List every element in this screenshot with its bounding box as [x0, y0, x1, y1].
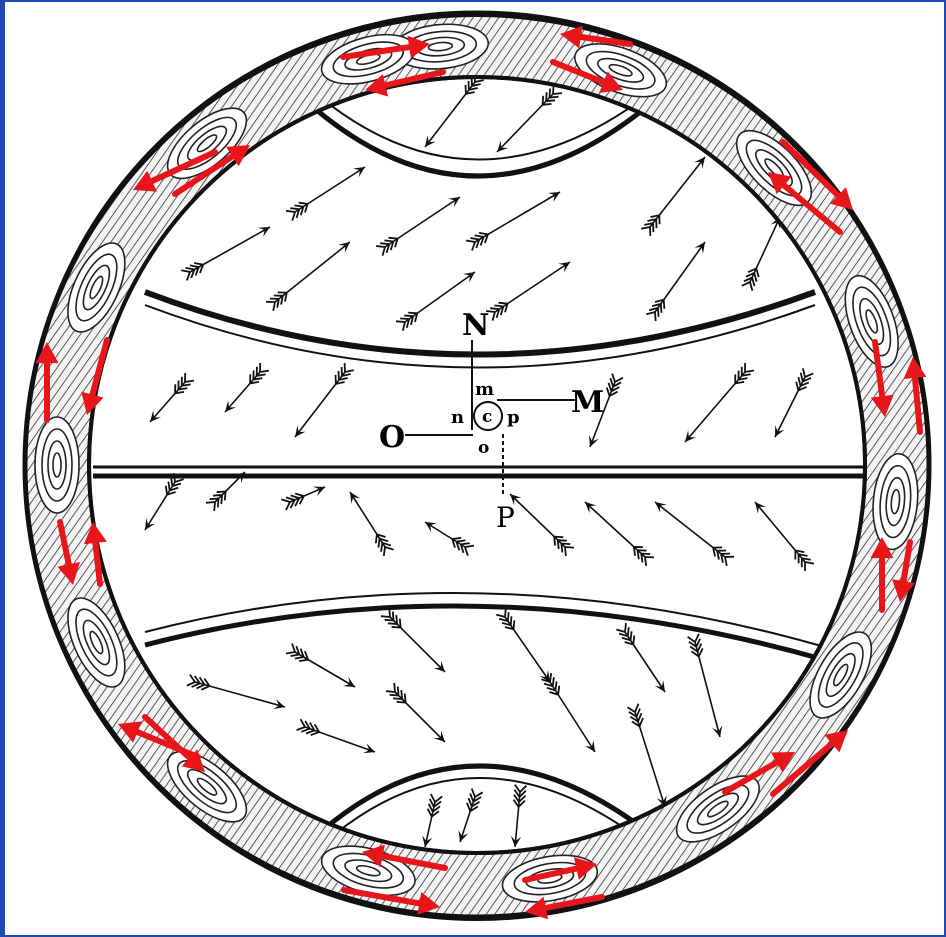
bottom-cap-band	[323, 766, 645, 830]
wind-arrow	[297, 719, 375, 753]
wind-arrow	[422, 794, 442, 847]
label-O: O	[379, 420, 405, 455]
wind-arrow	[616, 623, 665, 692]
wind-arrow	[225, 363, 269, 412]
wind-arrow	[510, 494, 574, 556]
wind-arrow	[585, 502, 654, 566]
wind-arrow	[386, 683, 445, 742]
wind-arrow	[459, 789, 483, 842]
wind-arrow	[425, 522, 474, 556]
wind-arrow	[381, 608, 445, 672]
wind-arrow	[742, 217, 780, 291]
wind-arrow	[187, 675, 285, 710]
convection-cell	[35, 417, 79, 513]
wind-arrow	[150, 373, 194, 422]
wind-arrow	[497, 85, 562, 152]
wind-arrow	[286, 644, 355, 688]
wind-arrow	[755, 502, 814, 571]
wind-arrow	[286, 167, 365, 221]
wind-arrow	[376, 197, 460, 256]
top-cap-band	[305, 100, 655, 176]
wind-arrow	[295, 363, 354, 437]
wind-arrows	[145, 73, 814, 847]
wind-arrow	[425, 73, 484, 147]
wind-arrow	[266, 242, 350, 311]
wind-arrow	[466, 192, 560, 251]
wind-arrow	[145, 473, 184, 530]
label-P: P	[496, 501, 515, 534]
label-n: n	[451, 407, 464, 428]
lower-band	[145, 593, 825, 647]
wind-arrow	[646, 242, 705, 321]
wind-arrow	[541, 673, 595, 752]
labels: N M O P m n c o p	[379, 308, 604, 534]
circulation-diagram: N M O P m n c o p	[5, 2, 944, 935]
label-N: N	[462, 308, 489, 343]
label-c: c	[482, 407, 492, 427]
interior-bands	[93, 97, 865, 834]
wind-arrow	[496, 608, 550, 682]
wind-arrow	[627, 704, 666, 807]
label-M: M	[571, 385, 604, 420]
wind-arrow	[511, 785, 527, 847]
label-o: o	[478, 438, 489, 458]
wind-arrow	[775, 368, 813, 437]
wind-arrow	[641, 157, 705, 236]
wind-arrow	[688, 634, 723, 737]
wind-arrow	[281, 487, 325, 511]
label-p: p	[507, 407, 520, 428]
label-m: m	[475, 379, 494, 400]
wind-arrow	[655, 502, 734, 566]
wind-arrow	[181, 227, 270, 280]
wind-arrow	[350, 492, 394, 556]
wind-arrow	[685, 363, 754, 442]
wind-arrow	[486, 262, 570, 321]
